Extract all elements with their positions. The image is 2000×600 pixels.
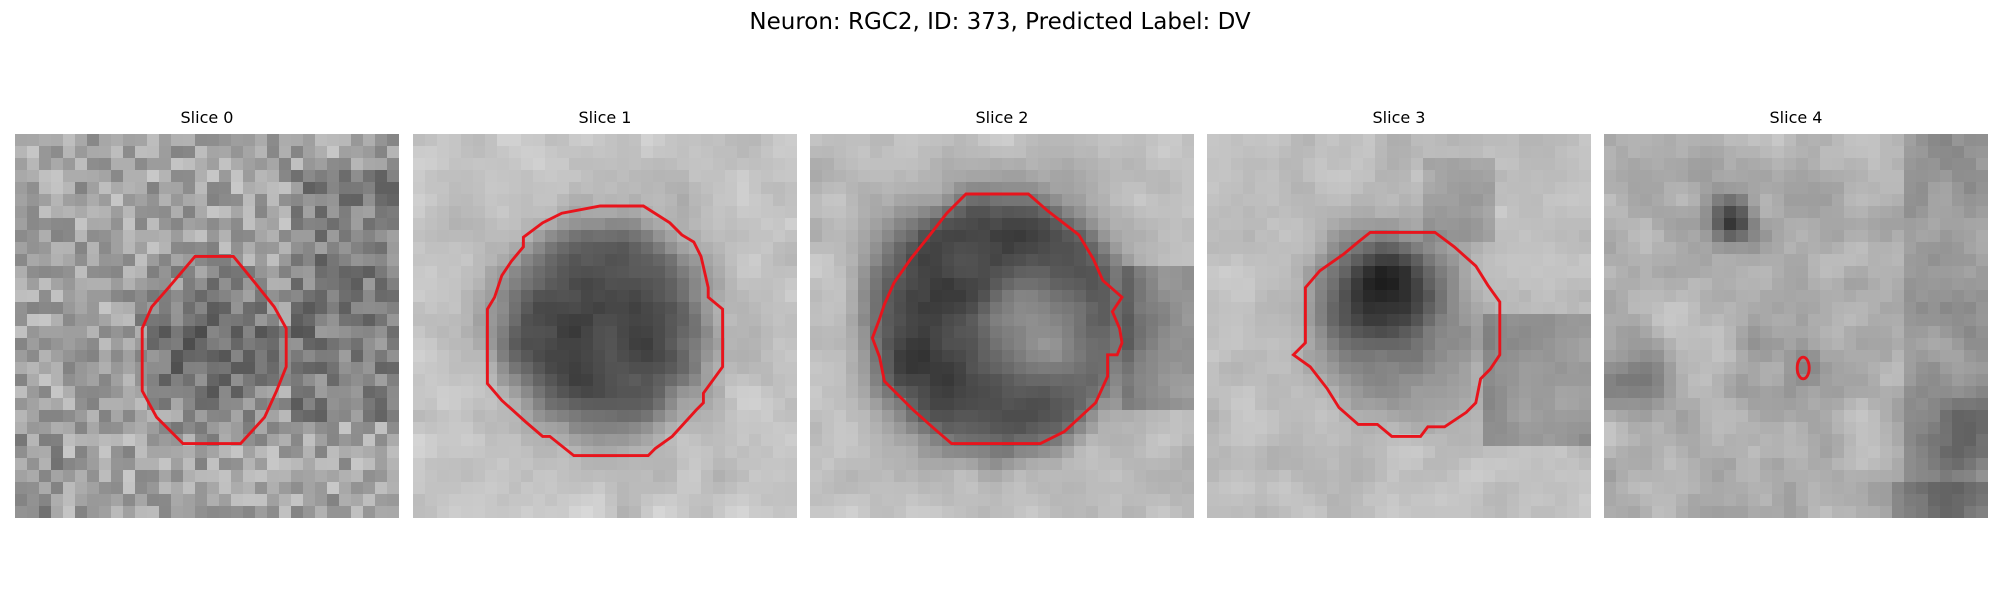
slice-panel-4: Slice 4	[1604, 108, 1988, 520]
slice-image-4	[1604, 134, 1988, 518]
slice-panel-3: Slice 3	[1207, 108, 1591, 520]
slice-panel-0: Slice 0	[15, 108, 399, 520]
pixel-grid	[810, 134, 1194, 518]
roi-contour	[1795, 355, 1811, 381]
slice-title-3: Slice 3	[1372, 108, 1426, 127]
slice-title-4: Slice 4	[1769, 108, 1823, 127]
roi-contour	[485, 204, 725, 458]
figure-title: Neuron: RGC2, ID: 373, Predicted Label: …	[749, 9, 1251, 35]
slice-image-3	[1207, 134, 1591, 518]
slice-title-0: Slice 0	[180, 108, 234, 127]
slice-panel-2: Slice 2	[810, 108, 1194, 520]
roi-contour	[870, 192, 1124, 446]
slice-title-2: Slice 2	[975, 108, 1029, 127]
slice-panel-1: Slice 1	[413, 108, 797, 520]
pixel-grid	[15, 134, 399, 518]
pixel-grid	[1207, 134, 1591, 518]
slice-image-2	[810, 134, 1194, 518]
slice-title-1: Slice 1	[578, 108, 632, 127]
slice-image-0	[15, 134, 399, 518]
roi-contour	[140, 254, 288, 446]
slice-image-1	[413, 134, 797, 518]
pixel-grid	[1604, 134, 1988, 518]
roi-contour	[1291, 230, 1502, 438]
pixel-grid	[413, 134, 797, 518]
